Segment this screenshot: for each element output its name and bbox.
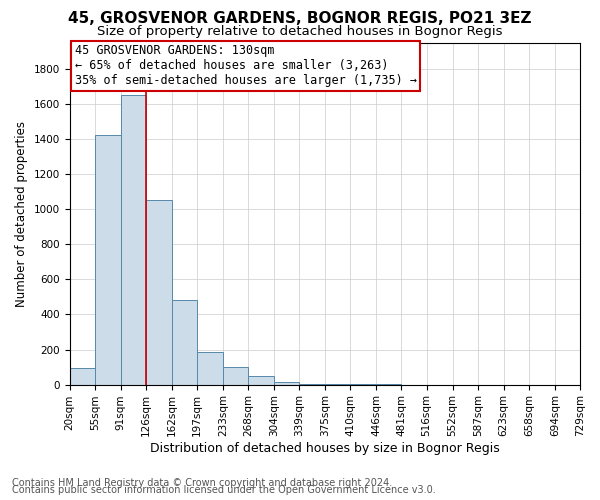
X-axis label: Distribution of detached houses by size in Bognor Regis: Distribution of detached houses by size … bbox=[150, 442, 500, 455]
Bar bbox=[172, 300, 197, 384]
Bar bbox=[146, 200, 172, 384]
Bar bbox=[274, 382, 299, 384]
Text: Size of property relative to detached houses in Bognor Regis: Size of property relative to detached ho… bbox=[97, 25, 503, 38]
Text: Contains public sector information licensed under the Open Government Licence v3: Contains public sector information licen… bbox=[12, 485, 436, 495]
Text: 45 GROSVENOR GARDENS: 130sqm
← 65% of detached houses are smaller (3,263)
35% of: 45 GROSVENOR GARDENS: 130sqm ← 65% of de… bbox=[74, 44, 416, 87]
Bar bbox=[95, 136, 121, 384]
Bar bbox=[223, 367, 248, 384]
Bar bbox=[197, 352, 223, 384]
Bar bbox=[121, 95, 146, 384]
Text: Contains HM Land Registry data © Crown copyright and database right 2024.: Contains HM Land Registry data © Crown c… bbox=[12, 478, 392, 488]
Bar bbox=[70, 368, 95, 384]
Bar bbox=[248, 376, 274, 384]
Y-axis label: Number of detached properties: Number of detached properties bbox=[15, 120, 28, 306]
Text: 45, GROSVENOR GARDENS, BOGNOR REGIS, PO21 3EZ: 45, GROSVENOR GARDENS, BOGNOR REGIS, PO2… bbox=[68, 11, 532, 26]
